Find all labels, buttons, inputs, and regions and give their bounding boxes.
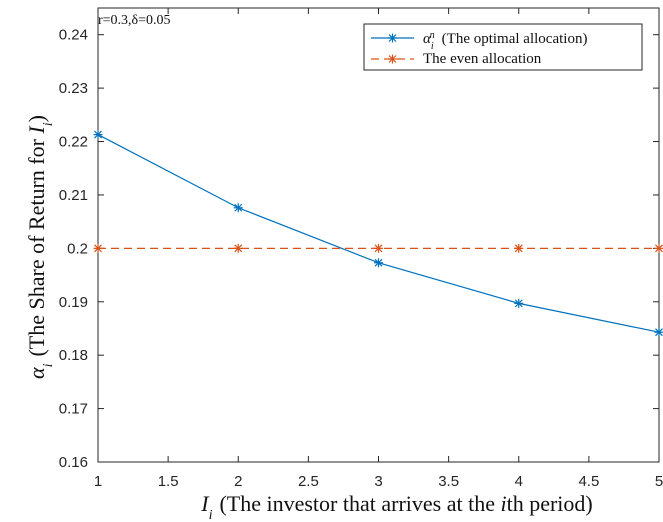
x-tick-label-4: 3 [374, 473, 382, 490]
y-tick-label-2: 0.18 [59, 347, 88, 364]
y-tick-label-4: 0.2 [67, 240, 88, 257]
legend-label-even: The even allocation [423, 51, 542, 67]
annotation-text: r=0.3,δ=0.05 [98, 13, 171, 28]
y-tick-label-3: 0.19 [59, 294, 88, 311]
legend-swatch-even-marker [388, 54, 397, 64]
y-axis-label-subscript: i [41, 363, 56, 367]
y-tick-label-7: 0.23 [59, 80, 88, 97]
legend-box [363, 23, 643, 71]
plot-layer: 1 1.5 2 2.5 3 3.5 4 4.5 5 0.16 0.17 0.18 0.19 0.2 0.21… [59, 7, 663, 490]
legend-label-optimal-subscript: i [431, 41, 434, 52]
y-axis-label-suffix: ) [24, 115, 49, 122]
y-axis-label-text: (The Share of Return for [24, 134, 49, 357]
series-1-point-1 [233, 243, 243, 253]
series-0-point-1 [233, 203, 243, 213]
series-1-point-4 [654, 243, 663, 253]
x-tick-label-3: 2.5 [298, 473, 319, 490]
x-tick-label-5: 3.5 [438, 473, 459, 490]
x-axis-label-italic-token: i [500, 491, 506, 516]
y-axis-label-prefix: α [24, 367, 49, 379]
legend-swatch-optimal-marker [388, 33, 397, 43]
y-tick-label-1: 0.17 [59, 401, 88, 418]
y-axis-label-italic-subscript: i [41, 122, 56, 126]
series-0-point-4 [654, 327, 663, 337]
x-tick-label-2: 2 [234, 473, 242, 490]
y-axis-label: αi(The Share of Return for Ii) [24, 115, 56, 379]
x-tick-label-0: 1 [94, 473, 102, 490]
x-axis-label: Ii (The investor that arrives at the ith … [200, 491, 593, 522]
series-layer [93, 130, 663, 337]
ticks-layer: 1 1.5 2 2.5 3 3.5 4 4.5 5 0.16 0.17 0.18 0.19 0.2 0.21… [59, 8, 663, 490]
x-tick-label-7: 4.5 [578, 473, 599, 490]
legend: αin (The optimal allocation) The even all… [363, 23, 643, 71]
series-1-point-2 [374, 243, 383, 253]
x-tick-label-1: 1.5 [158, 473, 179, 490]
series-0-point-3 [514, 298, 524, 308]
series-1-point-3 [514, 243, 524, 253]
series-1-point-0 [93, 243, 103, 253]
legend-label-optimal-text: (The optimal allocation) [442, 31, 588, 47]
x-axis-label-suffix: th period) [507, 491, 593, 516]
y-axis-label-italic-token: I [24, 125, 49, 135]
y-tick-label-5: 0.21 [59, 187, 88, 204]
legend-label-optimal-prefix: α [423, 31, 432, 47]
y-tick-label-8: 0.24 [59, 27, 88, 44]
y-tick-label-0: 0.16 [59, 454, 88, 471]
y-tick-label-6: 0.22 [59, 134, 88, 151]
x-tick-label-8: 5 [655, 473, 663, 490]
legend-label-optimal-superscript: n [430, 30, 435, 41]
x-axis-label-prefix: I [200, 491, 210, 516]
x-axis-label-subscript: i [209, 508, 213, 522]
plot-area [97, 7, 660, 463]
series-0-point-2 [374, 258, 383, 268]
x-tick-label-6: 4 [515, 473, 523, 490]
series-0-point-0 [93, 130, 103, 140]
legend-label-optimal: αin (The optimal allocation) [423, 30, 587, 52]
x-axis-label-text: (The investor that arrives at the [219, 491, 500, 516]
